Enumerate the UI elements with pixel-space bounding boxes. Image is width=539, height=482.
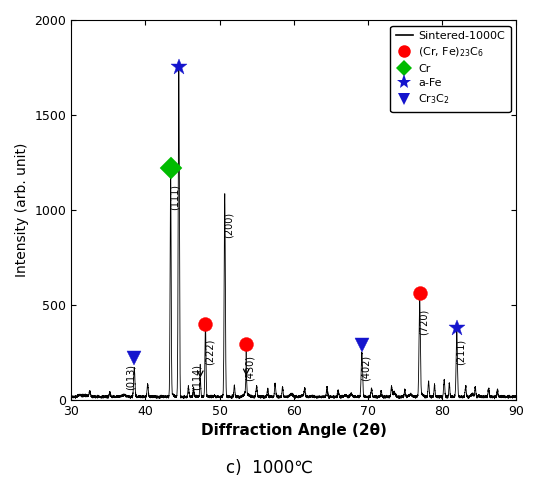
- Text: (111): (111): [169, 184, 179, 210]
- Text: (402): (402): [361, 355, 371, 381]
- Text: (114): (114): [191, 364, 202, 390]
- Text: (720): (720): [418, 309, 429, 335]
- Text: (013): (013): [126, 364, 136, 390]
- Text: c)  1000℃: c) 1000℃: [226, 459, 313, 477]
- Text: (211): (211): [455, 339, 466, 365]
- Legend: Sintered-1000C, (Cr, Fe)$_{23}$C$_6$, Cr, a-Fe, Cr$_3$C$_2$: Sintered-1000C, (Cr, Fe)$_{23}$C$_6$, Cr…: [390, 26, 510, 112]
- Y-axis label: Intensity (arb. unit): Intensity (arb. unit): [15, 143, 29, 277]
- Text: (430): (430): [245, 355, 255, 381]
- X-axis label: Diffraction Angle (2θ): Diffraction Angle (2θ): [201, 423, 386, 438]
- Text: (222): (222): [204, 339, 214, 365]
- Text: (200): (200): [224, 212, 233, 238]
